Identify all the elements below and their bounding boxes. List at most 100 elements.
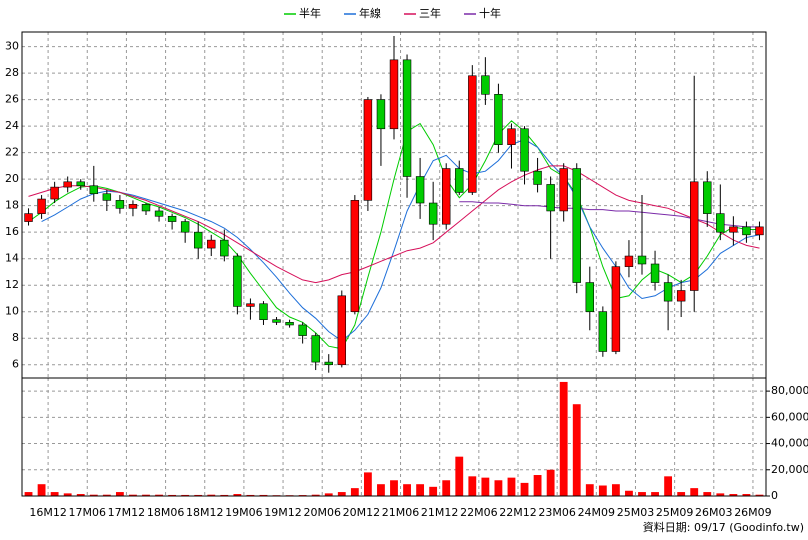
candle-body bbox=[598, 311, 608, 352]
candle-body bbox=[50, 186, 59, 200]
candle-body bbox=[402, 59, 412, 177]
volume-bar bbox=[677, 492, 686, 496]
candle-body bbox=[324, 361, 333, 366]
candle-body bbox=[180, 221, 190, 233]
candle-body bbox=[742, 226, 751, 236]
x-tick-label: 17M06 bbox=[69, 506, 107, 519]
volume-bar bbox=[390, 480, 398, 496]
volume-bar bbox=[729, 494, 738, 496]
candle-body bbox=[637, 255, 647, 265]
volume-bar bbox=[690, 488, 699, 496]
x-tick-label: 25M03 bbox=[617, 506, 655, 519]
x-tick-label: 25M09 bbox=[656, 506, 694, 519]
y-tick-label: 14 bbox=[5, 252, 19, 265]
candle-body bbox=[337, 295, 347, 366]
y-tick-label: 10 bbox=[5, 305, 19, 318]
volume-bar bbox=[337, 492, 346, 496]
ma-line bbox=[459, 201, 760, 228]
volume-bar bbox=[50, 492, 59, 496]
volume-bar bbox=[259, 494, 268, 496]
candle-body bbox=[650, 263, 660, 283]
source-note: 資料日期: 09/17 (Goodinfo.tw) bbox=[643, 520, 804, 534]
volume-bar bbox=[194, 494, 203, 496]
candle-body bbox=[76, 181, 85, 187]
volume-bar bbox=[246, 494, 255, 496]
volume-bar bbox=[716, 493, 725, 496]
candle-body bbox=[729, 226, 738, 233]
candle-body bbox=[441, 168, 451, 225]
volume-bar bbox=[546, 469, 555, 496]
volume-bar bbox=[625, 490, 633, 496]
legend-label: 半年 bbox=[299, 6, 321, 20]
volume-bar bbox=[651, 492, 659, 496]
ma-line bbox=[41, 138, 760, 342]
candle-body bbox=[128, 204, 138, 209]
volume-bar bbox=[102, 494, 111, 496]
volume-bar bbox=[89, 494, 98, 496]
volume-bar bbox=[638, 492, 646, 496]
candle-body bbox=[572, 168, 581, 283]
candle-body bbox=[141, 204, 151, 212]
candle-body bbox=[220, 239, 229, 257]
y-tick-label: 24 bbox=[5, 119, 19, 132]
y-tick-label: 20 bbox=[5, 172, 19, 185]
volume-bar bbox=[207, 494, 216, 496]
x-tick-label: 18M06 bbox=[147, 506, 185, 519]
candle-body bbox=[193, 231, 203, 249]
volume-bar bbox=[377, 484, 385, 496]
x-tick-label: 20M12 bbox=[343, 506, 381, 519]
y2-tick-label: 60,000 bbox=[771, 410, 808, 423]
volume-bar bbox=[585, 484, 594, 496]
volume-bar bbox=[507, 477, 516, 496]
legend-label: 年線 bbox=[359, 6, 381, 20]
y2-tick-label: 0 bbox=[771, 489, 778, 502]
ma-line bbox=[28, 120, 760, 350]
candle-body bbox=[272, 319, 281, 323]
volume-bar bbox=[442, 480, 451, 496]
volume-bar bbox=[559, 381, 568, 496]
x-tick-label: 20M06 bbox=[303, 506, 341, 519]
candle-body bbox=[520, 128, 529, 172]
volume-bar bbox=[181, 494, 190, 496]
volume-bar bbox=[742, 494, 751, 496]
volume-bar bbox=[455, 456, 464, 496]
volume-bar bbox=[311, 494, 320, 496]
y-tick-label: 6 bbox=[12, 358, 19, 371]
volume-bar bbox=[24, 492, 33, 496]
volume-bar bbox=[468, 476, 477, 496]
candle-body bbox=[389, 59, 399, 130]
candle-body bbox=[259, 303, 268, 320]
volume-bar bbox=[129, 494, 137, 496]
x-tick-label: 16M12 bbox=[29, 506, 67, 519]
candle-body bbox=[154, 210, 164, 217]
x-tick-label: 26M09 bbox=[734, 506, 772, 519]
y-tick-label: 12 bbox=[5, 278, 19, 291]
volume-bar bbox=[350, 488, 359, 496]
volume-bar bbox=[115, 492, 124, 496]
candle-body bbox=[167, 215, 177, 222]
candle-body bbox=[507, 128, 516, 145]
candle-body bbox=[533, 170, 542, 185]
volume-bar bbox=[142, 494, 150, 496]
y-tick-label: 18 bbox=[5, 199, 19, 212]
candle-body bbox=[102, 193, 112, 201]
volume-bar bbox=[155, 494, 163, 496]
candle-body bbox=[716, 213, 725, 233]
candle-body bbox=[546, 184, 555, 212]
x-tick-label: 21M06 bbox=[382, 506, 420, 519]
candle-body bbox=[63, 181, 72, 188]
volume-bar bbox=[755, 494, 764, 496]
candle-body bbox=[298, 324, 307, 336]
candle-body bbox=[468, 75, 477, 193]
legend-label: 三年 bbox=[419, 6, 441, 20]
volume-bar bbox=[703, 492, 712, 496]
candle-body bbox=[89, 185, 99, 195]
y2-tick-label: 80,000 bbox=[771, 384, 808, 397]
candle-body bbox=[703, 181, 712, 214]
volume-frame bbox=[21, 377, 767, 497]
x-tick-label: 19M06 bbox=[225, 506, 263, 519]
y-tick-label: 22 bbox=[5, 146, 19, 159]
volume-bar bbox=[220, 494, 229, 496]
x-tick-label: 19M12 bbox=[264, 506, 302, 519]
